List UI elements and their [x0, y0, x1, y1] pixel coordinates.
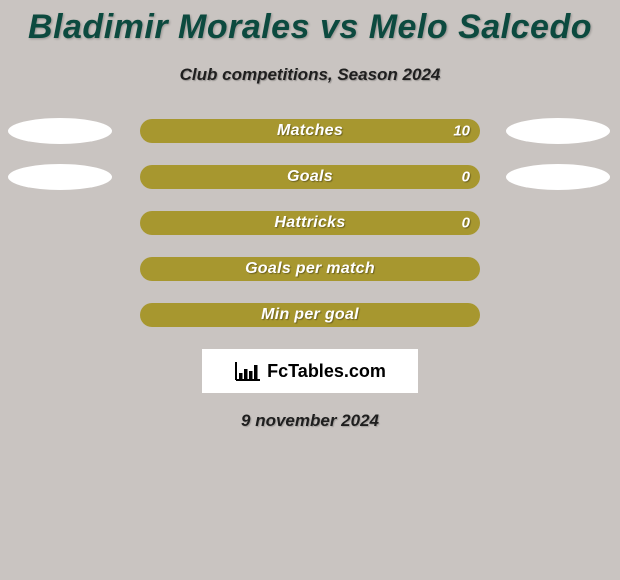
- stat-row-hattricks: Hattricks 0: [0, 211, 620, 235]
- chart-icon: [234, 360, 262, 382]
- ellipse-right-icon: [506, 164, 610, 190]
- stat-row-goals: Goals 0: [0, 165, 620, 189]
- subtitle: Club competitions, Season 2024: [0, 65, 620, 85]
- infographic-container: Bladimir Morales vs Melo Salcedo Club co…: [0, 0, 620, 580]
- stat-label: Goals per match: [245, 260, 375, 278]
- stat-bar: Goals 0: [140, 165, 480, 189]
- stat-bar: Goals per match: [140, 257, 480, 281]
- ellipse-right-icon: [506, 118, 610, 144]
- stat-row-goals-per-match: Goals per match: [0, 257, 620, 281]
- stat-row-min-per-goal: Min per goal: [0, 303, 620, 327]
- ellipse-left-icon: [8, 164, 112, 190]
- brand-text: FcTables.com: [267, 361, 386, 382]
- stat-bar: Matches 10: [140, 119, 480, 143]
- stat-value-right: 10: [453, 123, 470, 140]
- brand-badge: FcTables.com: [202, 349, 418, 393]
- stat-label: Matches: [277, 122, 343, 140]
- stat-bar: Min per goal: [140, 303, 480, 327]
- stat-bar: Hattricks 0: [140, 211, 480, 235]
- date-text: 9 november 2024: [0, 411, 620, 431]
- stat-row-matches: Matches 10: [0, 119, 620, 143]
- page-title: Bladimir Morales vs Melo Salcedo: [0, 0, 620, 47]
- stat-label: Hattricks: [274, 214, 345, 232]
- ellipse-left-icon: [8, 118, 112, 144]
- stat-value-right: 0: [462, 169, 470, 186]
- stat-label: Goals: [287, 168, 333, 186]
- stat-rows: Matches 10 Goals 0 Hattricks 0 Goal: [0, 119, 620, 327]
- stat-label: Min per goal: [261, 306, 359, 324]
- stat-value-right: 0: [462, 215, 470, 232]
